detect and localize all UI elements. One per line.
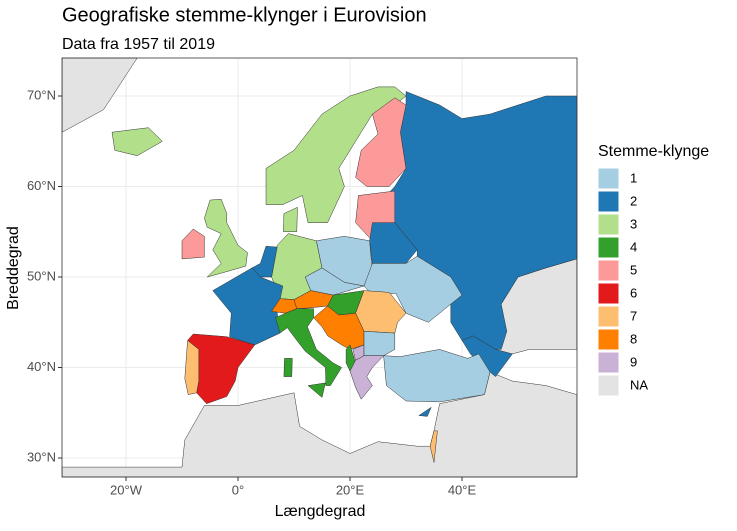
- region: [349, 355, 385, 400]
- subtitle: Data fra 1957 til 2019: [62, 36, 215, 53]
- legend-swatch: [597, 305, 620, 328]
- legend-swatch: [597, 259, 620, 282]
- legend-label: 3: [630, 216, 637, 231]
- y-axis-label: Breddegrad: [5, 226, 22, 310]
- region: [111, 127, 163, 156]
- land: [61, 57, 578, 478]
- legend-swatch: [597, 351, 620, 374]
- legend-swatch: [597, 213, 620, 236]
- region: [204, 198, 248, 278]
- region: [418, 406, 432, 417]
- region: [383, 349, 491, 403]
- x-tick-label: 20°E: [336, 482, 365, 497]
- y-tick-label: 30°N: [27, 449, 56, 464]
- legend-swatch: [597, 282, 620, 305]
- region: [363, 331, 396, 356]
- region: [181, 228, 205, 260]
- legend-title: Stemme-klynge: [598, 143, 709, 160]
- legend-label: 9: [630, 354, 637, 369]
- legend-label: NA: [630, 377, 648, 392]
- x-tick-label: 40°E: [448, 482, 477, 497]
- legend-label: 6: [630, 285, 637, 300]
- y-tick-label: 70°N: [27, 87, 56, 102]
- region: [307, 382, 326, 398]
- region: [251, 245, 278, 278]
- legend-label: 2: [630, 193, 637, 208]
- legend-label: 4: [630, 239, 637, 254]
- legend-swatch: [597, 328, 620, 351]
- y-tick-label: 40°N: [27, 359, 56, 374]
- region: [283, 358, 293, 377]
- region: [275, 308, 342, 386]
- region: [61, 371, 578, 478]
- y-tick-label: 60°N: [27, 178, 56, 193]
- region: [461, 335, 513, 377]
- legend: 1 2 3 4 5 6 7 8 9 NA: [597, 167, 648, 397]
- legend-label: 7: [630, 308, 637, 323]
- legend-label: 8: [630, 331, 637, 346]
- region: [429, 430, 438, 463]
- legend-label: 5: [630, 262, 637, 277]
- region: [184, 339, 200, 395]
- panel-border: [61, 57, 578, 478]
- title: Geografiske stemme-klynger i Eurovision: [62, 4, 427, 26]
- legend-swatch: [597, 190, 620, 213]
- x-axis-label: Længdegrad: [275, 503, 366, 520]
- x-tick-label: 20°W: [110, 482, 143, 497]
- region: [283, 206, 298, 232]
- legend-swatch: [597, 167, 620, 190]
- y-tick-label: 50°N: [27, 268, 56, 283]
- legend-swatch: [597, 236, 620, 259]
- legend-swatch: [597, 374, 620, 397]
- region: [355, 97, 407, 187]
- x-tick-label: 0°: [232, 482, 244, 497]
- legend-label: 1: [630, 170, 637, 185]
